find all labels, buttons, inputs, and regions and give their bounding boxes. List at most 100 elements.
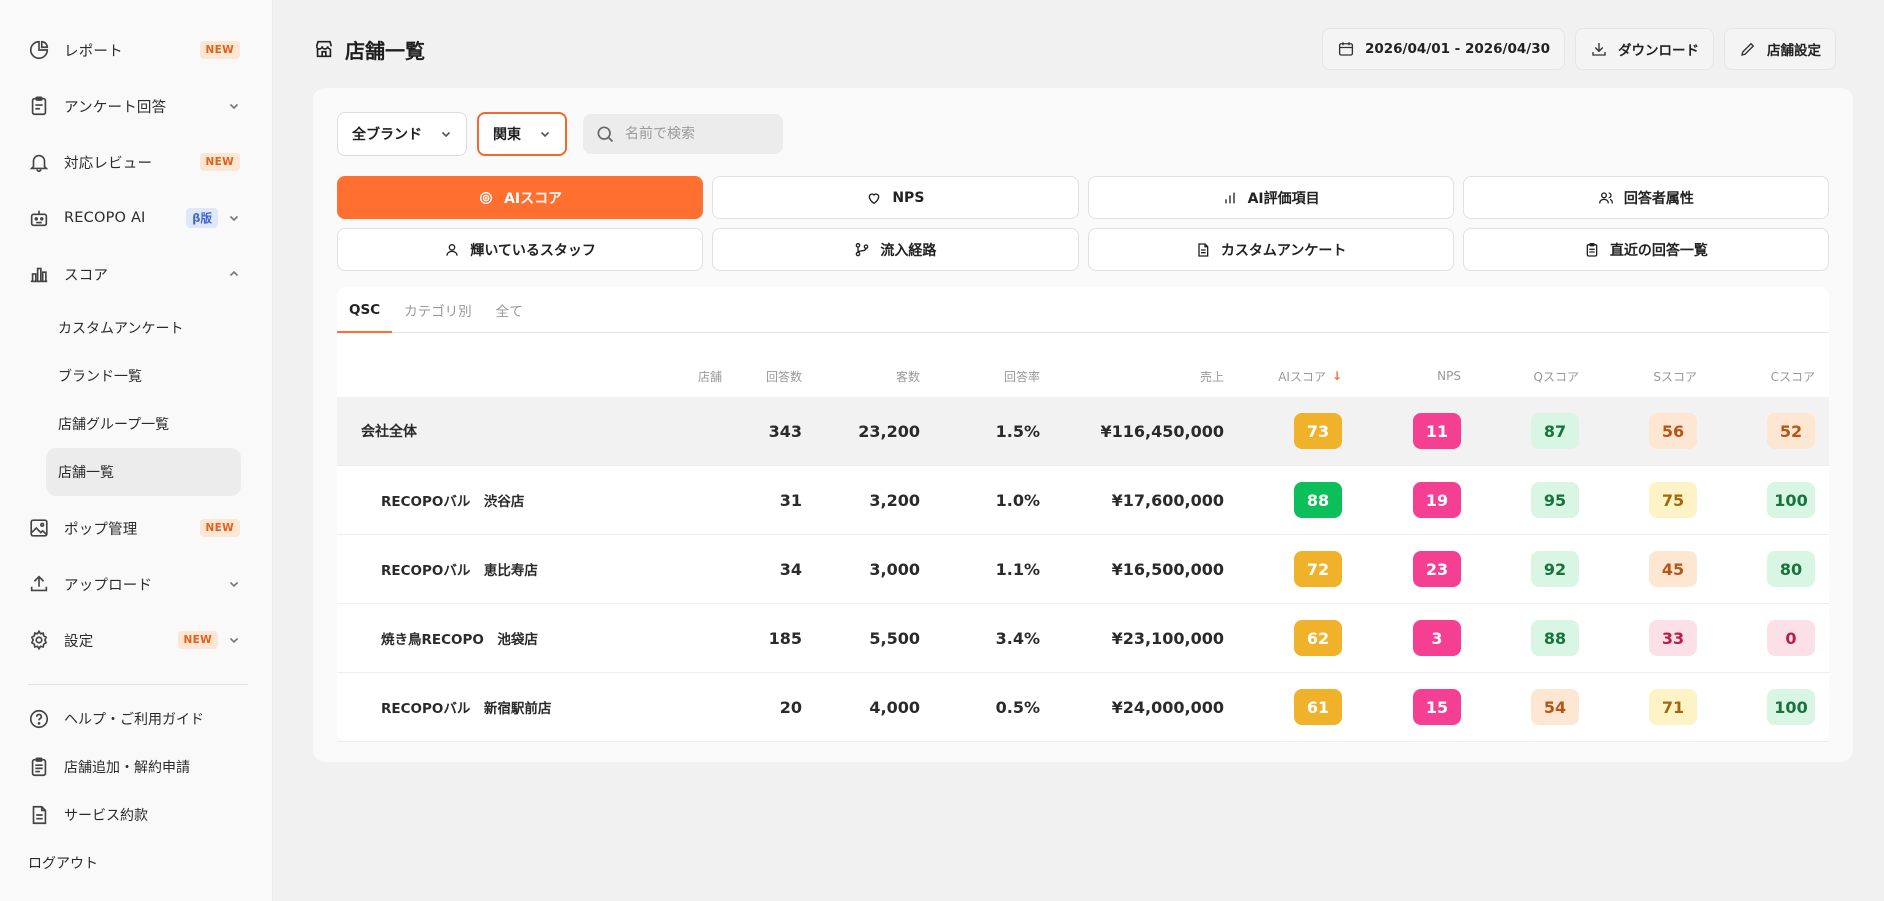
nav-upload[interactable]: アップロード	[28, 556, 248, 612]
col-c-score[interactable]: Cスコア	[1770, 369, 1815, 384]
table-panel: QSC カテゴリ別 全て 店舗 回答数 客数 回答率 売上 AIスコア ↓ NP…	[337, 287, 1829, 742]
subnav-custom-survey[interactable]: カスタムアンケート	[58, 321, 184, 337]
category-ai-evaluation-label: AI評価項目	[1247, 190, 1320, 207]
nav-score-label: スコア	[64, 267, 109, 284]
search-icon	[597, 126, 614, 143]
subnav-brand-list[interactable]: ブランド一覧	[58, 369, 142, 385]
nav-help[interactable]: ヘルプ・ご利用ガイド	[28, 695, 248, 743]
category-nps[interactable]: NPS	[712, 176, 1079, 219]
col-store[interactable]: 店舗	[697, 369, 722, 384]
table-row[interactable]: RECOPOバル 新宿駅前店 20 4,000 0.5% ¥24,000,000 61 15…	[337, 673, 1829, 742]
col-sales[interactable]: 売上	[1199, 369, 1224, 384]
category-custom-survey[interactable]: カスタムアンケート	[1087, 228, 1454, 271]
date-range-button[interactable]: 2026/04/01 - 2026/04/30	[1321, 28, 1565, 70]
brand-select-value: 全ブランド	[352, 127, 422, 143]
col-responses[interactable]: 回答数	[765, 369, 802, 384]
nav-pop[interactable]: ポップ管理 NEW	[28, 500, 248, 556]
category-ai-score[interactable]: AIスコア	[337, 176, 704, 219]
store-name[interactable]: 会社全体	[361, 424, 417, 440]
s-score-pill: 33	[1649, 620, 1697, 656]
sales-value: ¥116,450,000	[1100, 421, 1224, 441]
customer-count: 3,200	[869, 490, 920, 510]
response-count: 34	[779, 559, 802, 579]
category-recent-answers[interactable]: 直近の回答一覧	[1462, 228, 1829, 271]
col-rate[interactable]: 回答率	[1003, 369, 1040, 384]
table-row[interactable]: 焼き鳥RECOPO 池袋店 185 5,500 3.4% ¥23,100,000 62 3 8…	[337, 604, 1829, 673]
category-respondent-attributes[interactable]: 回答者属性	[1462, 176, 1829, 219]
chevron-down-icon	[229, 581, 239, 588]
nav-report[interactable]: レポート NEW	[28, 22, 248, 78]
bell-icon	[28, 151, 50, 173]
table-row-total[interactable]: 会社全体 343 23,200 1.5% ¥116,450,000 73 11 87 56 52	[337, 397, 1829, 466]
sales-value: ¥17,600,000	[1111, 490, 1224, 510]
customer-count: 23,200	[858, 421, 920, 441]
response-count: 343	[768, 421, 802, 441]
category-shining-staff[interactable]: 輝いているスタッフ	[337, 228, 704, 271]
download-button[interactable]: ダウンロード	[1575, 28, 1714, 70]
category-grid: AIスコア NPS AI評価項目 回答者属性 輝いているスタッフ 流入経路	[337, 176, 1829, 271]
nav-terms[interactable]: サービス約款	[28, 791, 248, 839]
upload-icon	[28, 573, 50, 595]
table-header-row: 店舗 回答数 客数 回答率 売上 AIスコア ↓ NPS Qスコア Sスコア C…	[337, 355, 1829, 397]
nav-settings[interactable]: 設定 NEW	[28, 612, 248, 668]
bar-chart-icon	[1224, 192, 1235, 203]
subnav-store-list[interactable]: 店舗一覧	[46, 448, 241, 496]
nav-review-label: 対応レビュー	[64, 155, 153, 172]
c-score-pill: 0	[1767, 620, 1815, 656]
store-icon	[315, 40, 333, 58]
search-input[interactable]	[625, 126, 765, 142]
target-icon	[480, 191, 493, 204]
store-name[interactable]: RECOPOバル 恵比寿店	[381, 563, 538, 579]
s-score-pill: 45	[1649, 551, 1697, 587]
store-settings-label: 店舗設定	[1767, 43, 1821, 59]
clipboard-list-icon	[28, 756, 50, 778]
region-select[interactable]: 関東	[477, 112, 567, 156]
tab-qsc[interactable]: QSC	[337, 287, 393, 333]
q-score-pill: 95	[1531, 482, 1579, 518]
category-inflow-route[interactable]: 流入経路	[712, 228, 1079, 271]
download-icon	[1592, 43, 1606, 56]
store-name[interactable]: RECOPOバル 新宿駅前店	[381, 701, 552, 717]
category-ai-score-label: AIスコア	[504, 190, 563, 207]
category-nps-label: NPS	[892, 189, 925, 206]
table-row[interactable]: RECOPOバル 渋谷店 31 3,200 1.0% ¥17,600,000 88 19 95…	[337, 466, 1829, 535]
store-name[interactable]: RECOPOバル 渋谷店	[381, 494, 525, 510]
heart-icon	[869, 192, 880, 204]
page-title: 店舗一覧	[313, 35, 425, 64]
subnav-store-group-list[interactable]: 店舗グループ一覧	[58, 417, 170, 433]
nps-pill: 15	[1413, 689, 1461, 725]
header-actions: 2026/04/01 - 2026/04/30 ダウンロード 店舗設定	[1321, 28, 1836, 70]
nav-score[interactable]: スコア	[28, 246, 248, 302]
image-icon	[28, 517, 50, 539]
tab-category[interactable]: カテゴリ別	[404, 303, 472, 320]
col-s-score[interactable]: Sスコア	[1653, 369, 1697, 384]
s-score-pill: 56	[1649, 413, 1697, 449]
beta-badge: β版	[186, 208, 218, 228]
response-count: 20	[779, 697, 802, 717]
category-ai-evaluation[interactable]: AI評価項目	[1087, 176, 1454, 219]
brand-select[interactable]: 全ブランド	[337, 112, 467, 156]
nav-survey-answers[interactable]: アンケート回答	[28, 78, 248, 134]
robot-icon	[28, 207, 50, 229]
sort-desc-icon: ↓	[1331, 369, 1342, 383]
nav-recopo-ai[interactable]: RECOPO AI β版	[28, 190, 248, 246]
page-title-text: 店舗一覧	[345, 38, 425, 63]
table-row[interactable]: RECOPOバル 恵比寿店 34 3,000 1.1% ¥16,500,000 72 23 9…	[337, 535, 1829, 604]
nps-pill: 3	[1413, 620, 1461, 656]
main-content: 店舗一覧 2026/04/01 - 2026/04/30 ダウンロード 店舗設定…	[273, 0, 1884, 901]
store-settings-button[interactable]: 店舗設定	[1724, 28, 1836, 70]
customer-count: 5,500	[869, 628, 920, 648]
nav-store-request[interactable]: 店舗追加・解約申請	[28, 743, 248, 791]
col-nps[interactable]: NPS	[1437, 369, 1461, 383]
tab-all[interactable]: 全て	[495, 303, 523, 320]
nav-review[interactable]: 対応レビュー NEW	[28, 134, 248, 190]
chevron-down-icon	[229, 215, 239, 222]
logout-link[interactable]: ログアウト	[28, 856, 98, 872]
sales-value: ¥24,000,000	[1111, 697, 1224, 717]
pie-chart-icon	[28, 39, 50, 61]
col-ai-score[interactable]: AIスコア ↓	[1224, 368, 1342, 385]
category-custom-survey-label: カスタムアンケート	[1220, 242, 1347, 259]
col-customers[interactable]: 客数	[895, 369, 920, 384]
col-q-score[interactable]: Qスコア	[1533, 369, 1579, 384]
store-name[interactable]: 焼き鳥RECOPO 池袋店	[381, 632, 538, 648]
